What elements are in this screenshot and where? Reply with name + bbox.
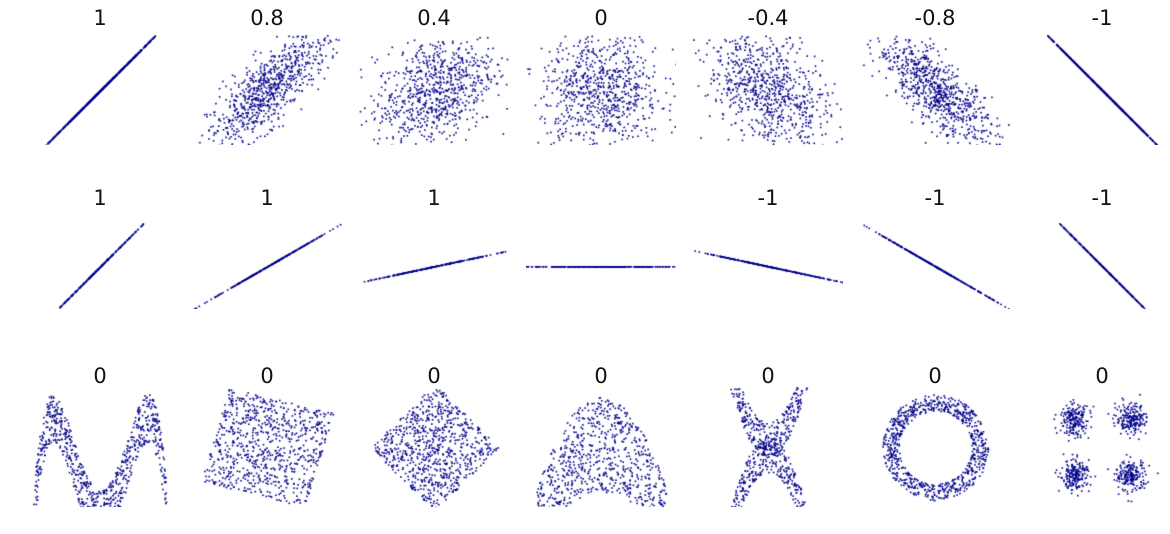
scatter-plot <box>1027 35 1170 145</box>
scatter-panel-varying-noise-3: 0.4 <box>359 6 509 150</box>
scatter-plot <box>860 387 1010 507</box>
scatter-panel-varying-slope-7: -1 <box>1027 186 1170 314</box>
scatter-plot <box>693 387 843 507</box>
correlation-value-label: -1 <box>924 186 946 210</box>
correlation-value-label: 1 <box>93 186 107 210</box>
correlation-value-label: 1 <box>427 186 441 210</box>
correlation-value-label: 0 <box>260 364 274 388</box>
scatter-plot <box>192 35 342 145</box>
correlation-value-label: 1 <box>260 186 274 210</box>
correlation-value-label: 0.8 <box>250 6 284 30</box>
scatter-plot <box>693 35 843 145</box>
scatter-panel-nonlinear-4: 0 <box>526 364 676 512</box>
scatter-panel-varying-slope-2: 1 <box>192 186 342 314</box>
scatter-plot <box>192 223 342 309</box>
scatter-panel-varying-noise-4: 0 <box>526 6 676 150</box>
scatter-panel-varying-slope-5: -1 <box>693 186 843 314</box>
scatter-plot <box>526 387 676 507</box>
scatter-plot <box>25 35 175 145</box>
correlation-value-label: 0 <box>761 364 775 388</box>
scatter-panel-varying-slope-3: 1 <box>359 186 509 314</box>
scatter-plot <box>526 35 676 145</box>
scatter-plot <box>860 223 1010 309</box>
scatter-panel-varying-slope-6: -1 <box>860 186 1010 314</box>
correlation-value-label: 0 <box>1095 364 1109 388</box>
scatter-plot <box>25 223 175 309</box>
scatter-plot <box>860 35 1010 145</box>
scatter-plot <box>693 223 843 309</box>
scatter-panel-varying-noise-1: 1 <box>25 6 175 150</box>
scatter-panel-nonlinear-7: 0 <box>1027 364 1170 512</box>
correlation-value-label: -0.4 <box>747 6 789 30</box>
correlation-value-label: -1 <box>1091 186 1113 210</box>
scatter-panel-varying-noise-2: 0.8 <box>192 6 342 150</box>
correlation-value-label: -0.8 <box>914 6 956 30</box>
scatter-plot <box>1027 387 1170 507</box>
correlation-value-label: -1 <box>757 186 779 210</box>
scatter-panel-varying-slope-1: 1 <box>25 186 175 314</box>
scatter-panel-nonlinear-1: 0 <box>25 364 175 512</box>
correlation-value-label: 0 <box>427 364 441 388</box>
scatter-panel-varying-slope-4 <box>526 186 676 314</box>
correlation-value-label: 0 <box>594 364 608 388</box>
scatter-panel-varying-noise-5: -0.4 <box>693 6 843 150</box>
scatter-plot <box>1027 223 1170 309</box>
scatter-panel-nonlinear-2: 0 <box>192 364 342 512</box>
scatter-plot <box>192 387 342 507</box>
correlation-value-label: 1 <box>93 6 107 30</box>
scatter-panel-nonlinear-3: 0 <box>359 364 509 512</box>
scatter-plot <box>526 223 676 309</box>
scatter-panel-nonlinear-6: 0 <box>860 364 1010 512</box>
scatter-panel-varying-noise-6: -0.8 <box>860 6 1010 150</box>
scatter-plot <box>25 387 175 507</box>
correlation-value-label: 0 <box>928 364 942 388</box>
correlation-value-label: -1 <box>1091 6 1113 30</box>
scatter-plot <box>359 223 509 309</box>
scatter-plot <box>359 35 509 145</box>
scatter-panel-nonlinear-5: 0 <box>693 364 843 512</box>
correlation-value-label: 0.4 <box>417 6 451 30</box>
scatter-plot <box>359 387 509 507</box>
scatter-panel-varying-noise-7: -1 <box>1027 6 1170 150</box>
correlation-value-label: 0 <box>594 6 608 30</box>
correlation-value-label: 0 <box>93 364 107 388</box>
